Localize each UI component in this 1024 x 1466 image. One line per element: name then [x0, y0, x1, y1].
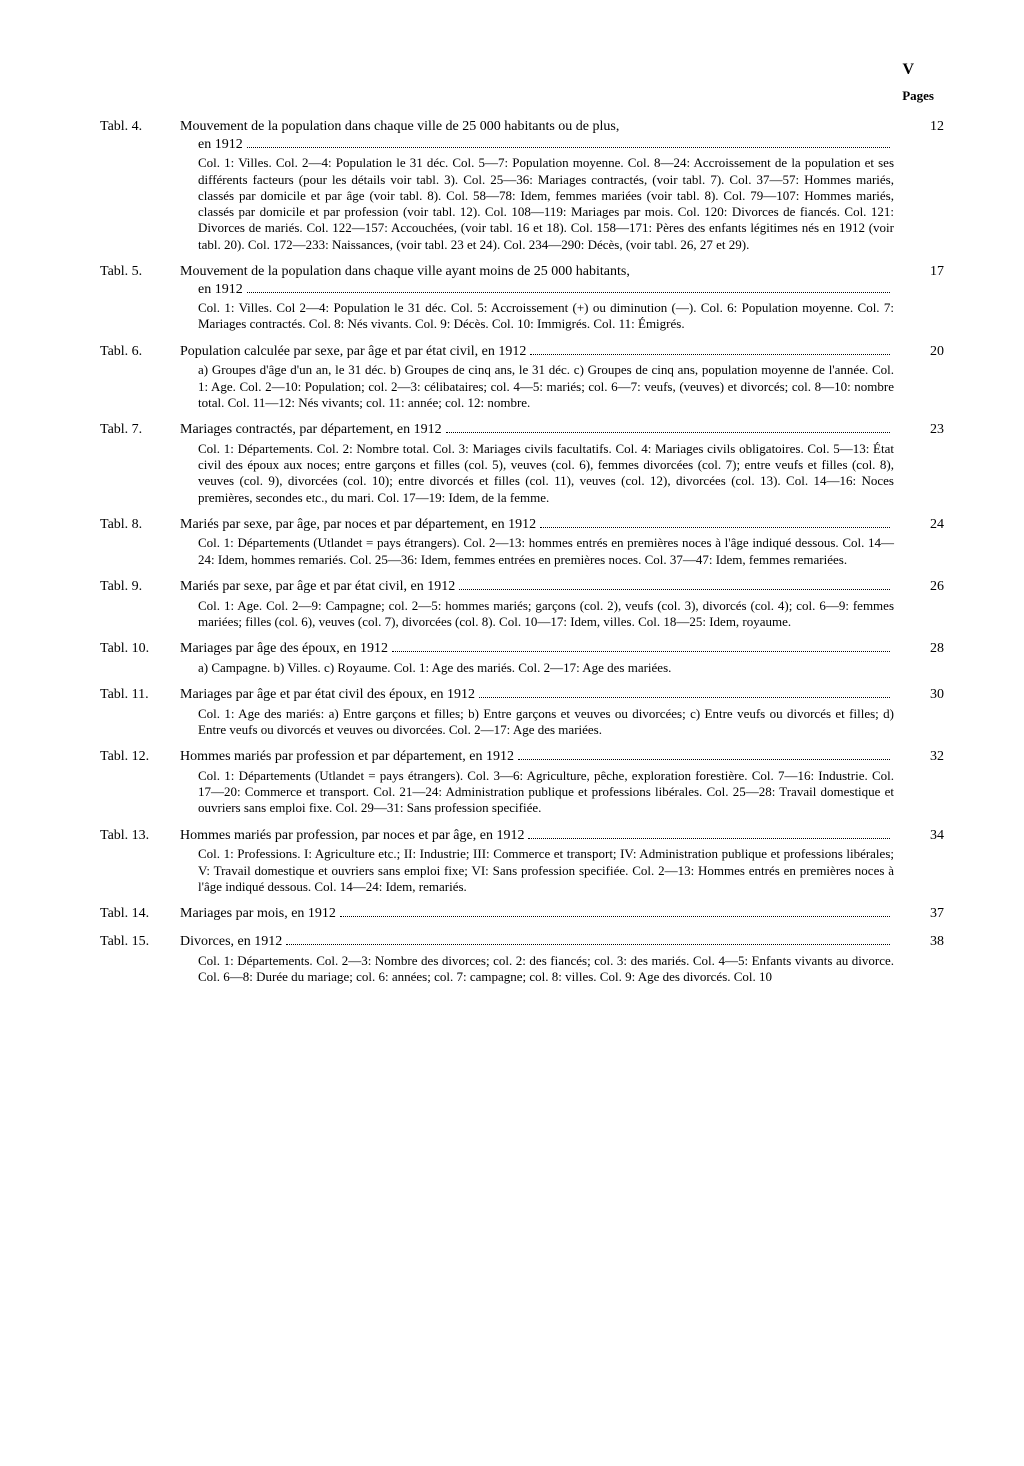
- entry-body: Mariés par sexe, par âge et par état civ…: [180, 578, 904, 630]
- entry-title: Population calculée par sexe, par âge et…: [180, 343, 526, 361]
- entry-title: Mariages par âge et par état civil des é…: [180, 686, 475, 704]
- entry-label: Tabl. 12.: [100, 748, 180, 766]
- toc-entry: Tabl. 10.Mariages par âge des époux, en …: [100, 640, 944, 676]
- leader-dots: [530, 343, 890, 355]
- leader-dots: [247, 136, 890, 148]
- entry-title: Mariages par mois, en 1912: [180, 905, 336, 923]
- entry-body: Mariés par sexe, par âge, par noces et p…: [180, 516, 904, 568]
- entry-description: a) Campagne. b) Villes. c) Royaume. Col.…: [180, 660, 894, 676]
- toc-entry: Tabl. 12.Hommes mariés par profession et…: [100, 748, 944, 816]
- entry-page-number: 34: [904, 827, 944, 845]
- entry-label: Tabl. 13.: [100, 827, 180, 845]
- entry-body: Divorces, en 1912 Col. 1: Départements. C…: [180, 933, 904, 985]
- entry-page-number: 23: [904, 421, 944, 439]
- entry-body: Hommes mariés par profession et par dépa…: [180, 748, 904, 816]
- entry-page-number: 32: [904, 748, 944, 766]
- toc-entry: Tabl. 8.Mariés par sexe, par âge, par no…: [100, 516, 944, 568]
- leader-dots: [518, 748, 890, 760]
- page-number: V: [100, 60, 944, 80]
- entry-label: Tabl. 15.: [100, 933, 180, 951]
- toc-entry: Tabl. 5.Mouvement de la population dans …: [100, 263, 944, 333]
- entry-title: Mouvement de la population dans chaque v…: [180, 263, 894, 281]
- leader-dots: [459, 578, 890, 590]
- leader-dots: [446, 421, 890, 433]
- entry-page-number: 38: [904, 933, 944, 951]
- entry-label: Tabl. 7.: [100, 421, 180, 439]
- toc-entry: Tabl. 14.Mariages par mois, en 1912 37: [100, 905, 944, 923]
- toc-entry: Tabl. 13.Hommes mariés par profession, p…: [100, 827, 944, 895]
- entry-page-number: 28: [904, 640, 944, 658]
- pages-header: Pages: [100, 88, 944, 104]
- entry-description: Col. 1: Départements. Col. 2—3: Nombre d…: [180, 953, 894, 986]
- entry-label: Tabl. 11.: [100, 686, 180, 704]
- leader-dots: [286, 933, 890, 945]
- entry-label: Tabl. 6.: [100, 343, 180, 361]
- entry-page-number: 12: [904, 118, 944, 136]
- entry-page-number: 17: [904, 263, 944, 281]
- entry-body: Mariages par âge des époux, en 1912 a) Ca…: [180, 640, 904, 676]
- entry-title: Hommes mariés par profession et par dépa…: [180, 748, 514, 766]
- toc-entry: Tabl. 9.Mariés par sexe, par âge et par …: [100, 578, 944, 630]
- entry-label: Tabl. 8.: [100, 516, 180, 534]
- entry-page-number: 30: [904, 686, 944, 704]
- leader-dots: [392, 640, 890, 652]
- entry-description: a) Groupes d'âge d'un an, le 31 déc. b) …: [180, 362, 894, 411]
- entry-body: Mouvement de la population dans chaque v…: [180, 263, 904, 333]
- entry-title: Mouvement de la population dans chaque v…: [180, 118, 894, 136]
- entry-label: Tabl. 5.: [100, 263, 180, 281]
- toc-entry: Tabl. 7.Mariages contractés, par départe…: [100, 421, 944, 506]
- leader-dots: [340, 905, 890, 917]
- entry-body: Mouvement de la population dans chaque v…: [180, 118, 904, 253]
- entry-body: Mariages par âge et par état civil des é…: [180, 686, 904, 738]
- entry-page-number: 24: [904, 516, 944, 534]
- entry-body: Mariages contractés, par département, en…: [180, 421, 904, 506]
- leader-dots: [479, 686, 890, 698]
- entry-body: Hommes mariés par profession, par noces …: [180, 827, 904, 895]
- entry-label: Tabl. 14.: [100, 905, 180, 923]
- leader-dots: [528, 827, 890, 839]
- entry-page-number: 26: [904, 578, 944, 596]
- entry-description: Col. 1: Villes. Col. 2—4: Population le …: [180, 155, 894, 253]
- entry-title: Mariages par âge des époux, en 1912: [180, 640, 388, 658]
- entry-title: Divorces, en 1912: [180, 933, 282, 951]
- entry-title-cont: en 1912: [198, 136, 243, 154]
- entry-description: Col. 1: Villes. Col 2—4: Population le 3…: [180, 300, 894, 333]
- entry-label: Tabl. 10.: [100, 640, 180, 658]
- entry-body: Population calculée par sexe, par âge et…: [180, 343, 904, 411]
- toc-entry: Tabl. 15.Divorces, en 1912 Col. 1: Départ…: [100, 933, 944, 985]
- entry-description: Col. 1: Départements. Col. 2: Nombre tot…: [180, 441, 894, 506]
- entry-description: Col. 1: Professions. I: Agriculture etc.…: [180, 846, 894, 895]
- entry-label: Tabl. 9.: [100, 578, 180, 596]
- entry-title-cont: en 1912: [198, 281, 243, 299]
- entry-label: Tabl. 4.: [100, 118, 180, 136]
- entry-title: Mariés par sexe, par âge et par état civ…: [180, 578, 455, 596]
- entry-title: Mariages contractés, par département, en…: [180, 421, 442, 439]
- toc-entries: Tabl. 4.Mouvement de la population dans …: [100, 118, 944, 985]
- entry-body: Mariages par mois, en 1912: [180, 905, 904, 923]
- entry-title: Hommes mariés par profession, par noces …: [180, 827, 524, 845]
- entry-page-number: 20: [904, 343, 944, 361]
- entry-page-number: 37: [904, 905, 944, 923]
- entry-description: Col. 1: Age. Col. 2—9: Campagne; col. 2—…: [180, 598, 894, 631]
- entry-title: Mariés par sexe, par âge, par noces et p…: [180, 516, 536, 534]
- entry-description: Col. 1: Départements (Utlandet = pays ét…: [180, 768, 894, 817]
- toc-entry: Tabl. 4.Mouvement de la population dans …: [100, 118, 944, 253]
- toc-entry: Tabl. 6.Population calculée par sexe, pa…: [100, 343, 944, 411]
- entry-description: Col. 1: Age des mariés: a) Entre garçons…: [180, 706, 894, 739]
- leader-dots: [540, 516, 890, 528]
- entry-description: Col. 1: Départements (Utlandet = pays ét…: [180, 535, 894, 568]
- leader-dots: [247, 280, 890, 292]
- toc-entry: Tabl. 11.Mariages par âge et par état ci…: [100, 686, 944, 738]
